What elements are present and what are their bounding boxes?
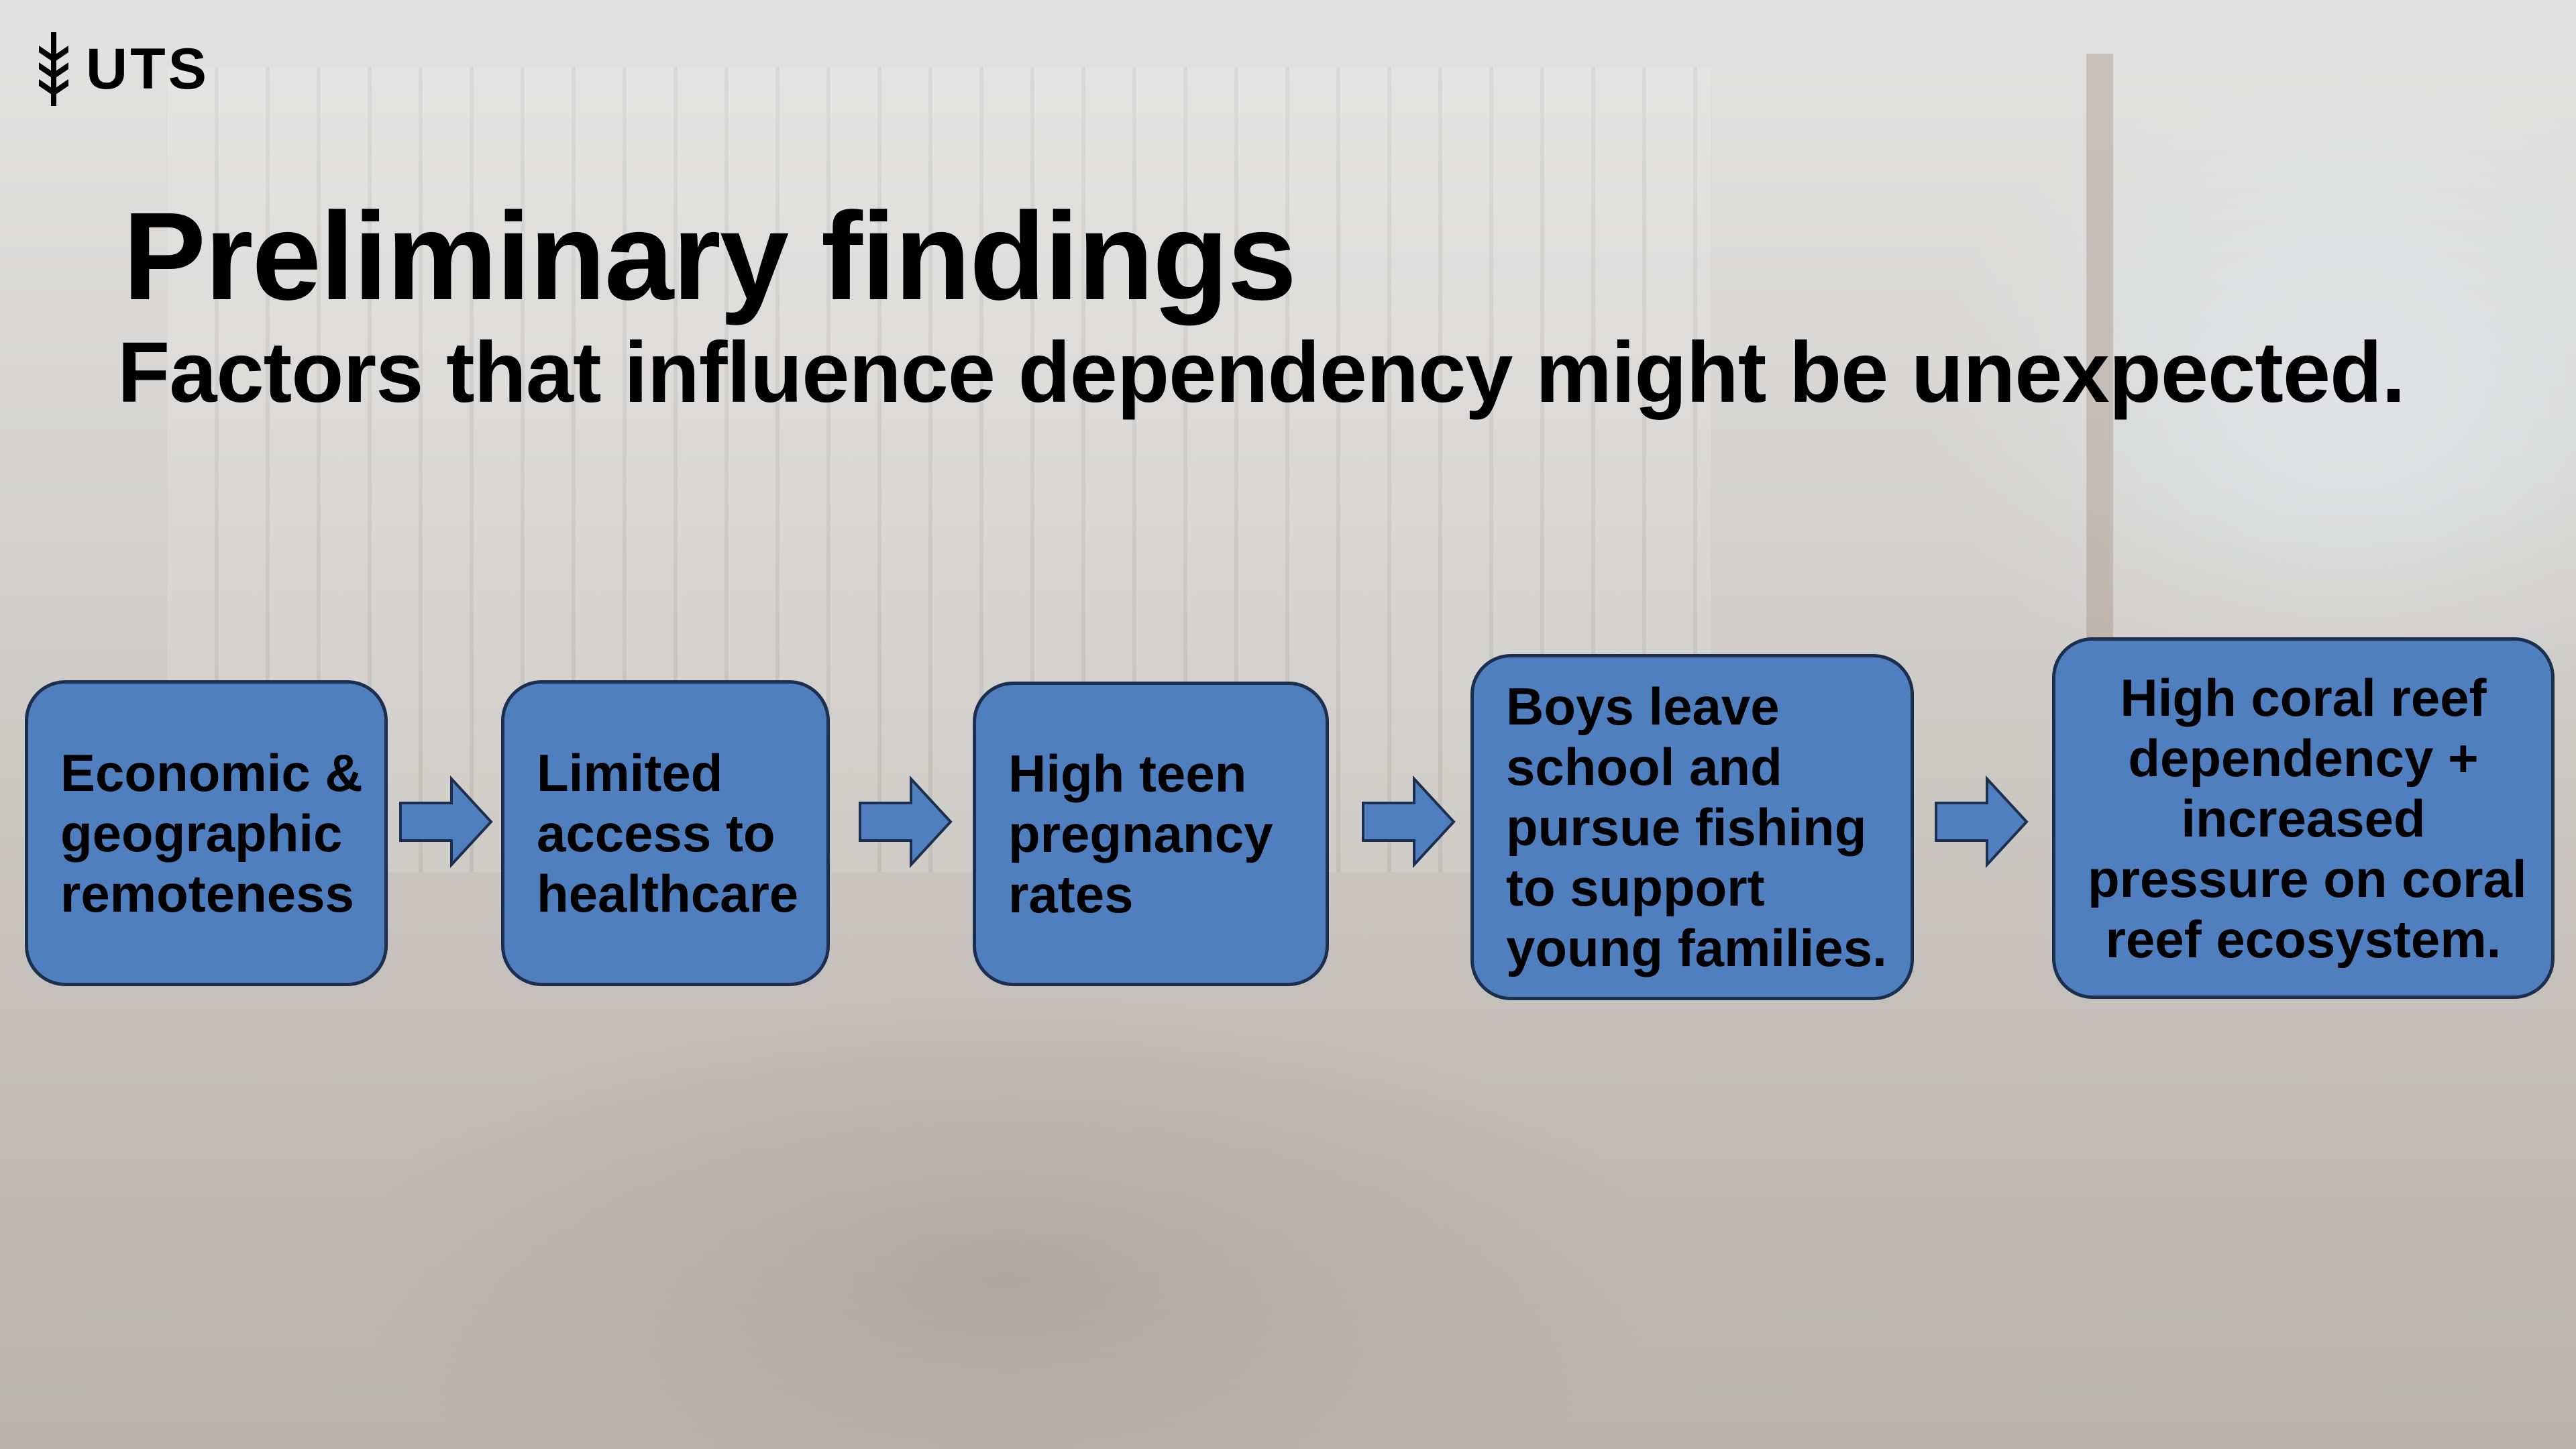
box-text: to support bbox=[1506, 857, 1878, 918]
subtitle: Factors that influence dependency might … bbox=[117, 330, 2405, 416]
box-text: pregnancy bbox=[1008, 804, 1293, 864]
flow-arrow bbox=[1933, 775, 2031, 869]
box-text: High coral reef bbox=[2088, 667, 2519, 728]
title: Preliminary findings bbox=[123, 195, 1295, 319]
box-text: dependency + bbox=[2088, 728, 2519, 788]
box-text: young families. bbox=[1506, 918, 1878, 978]
box-text: Limited bbox=[537, 743, 794, 803]
box-text: pursue fishing bbox=[1506, 797, 1878, 857]
box-text: rates bbox=[1008, 864, 1293, 924]
logo-text: UTS bbox=[86, 36, 209, 103]
flow-arrow bbox=[398, 775, 495, 869]
logo-icon bbox=[34, 32, 74, 106]
box-text: remoteness bbox=[60, 863, 352, 924]
box-text: school and bbox=[1506, 737, 1878, 797]
box-text: geographic bbox=[60, 803, 352, 863]
box-text: increased bbox=[2088, 788, 2519, 849]
box-text: access to bbox=[537, 803, 794, 863]
box-text: Economic & bbox=[60, 743, 352, 803]
flow-arrow bbox=[1360, 775, 1458, 869]
box-text: healthcare bbox=[537, 863, 794, 924]
box-text: High teen bbox=[1008, 743, 1293, 804]
box-text: pressure on coral bbox=[2088, 849, 2519, 909]
logo: UTS bbox=[34, 32, 209, 106]
slide: UTS Preliminary findings Factors that in… bbox=[0, 0, 2576, 1449]
flow-arrow bbox=[857, 775, 955, 869]
box-text: Boys leave bbox=[1506, 676, 1878, 737]
box-text: reef ecosystem. bbox=[2088, 909, 2519, 969]
